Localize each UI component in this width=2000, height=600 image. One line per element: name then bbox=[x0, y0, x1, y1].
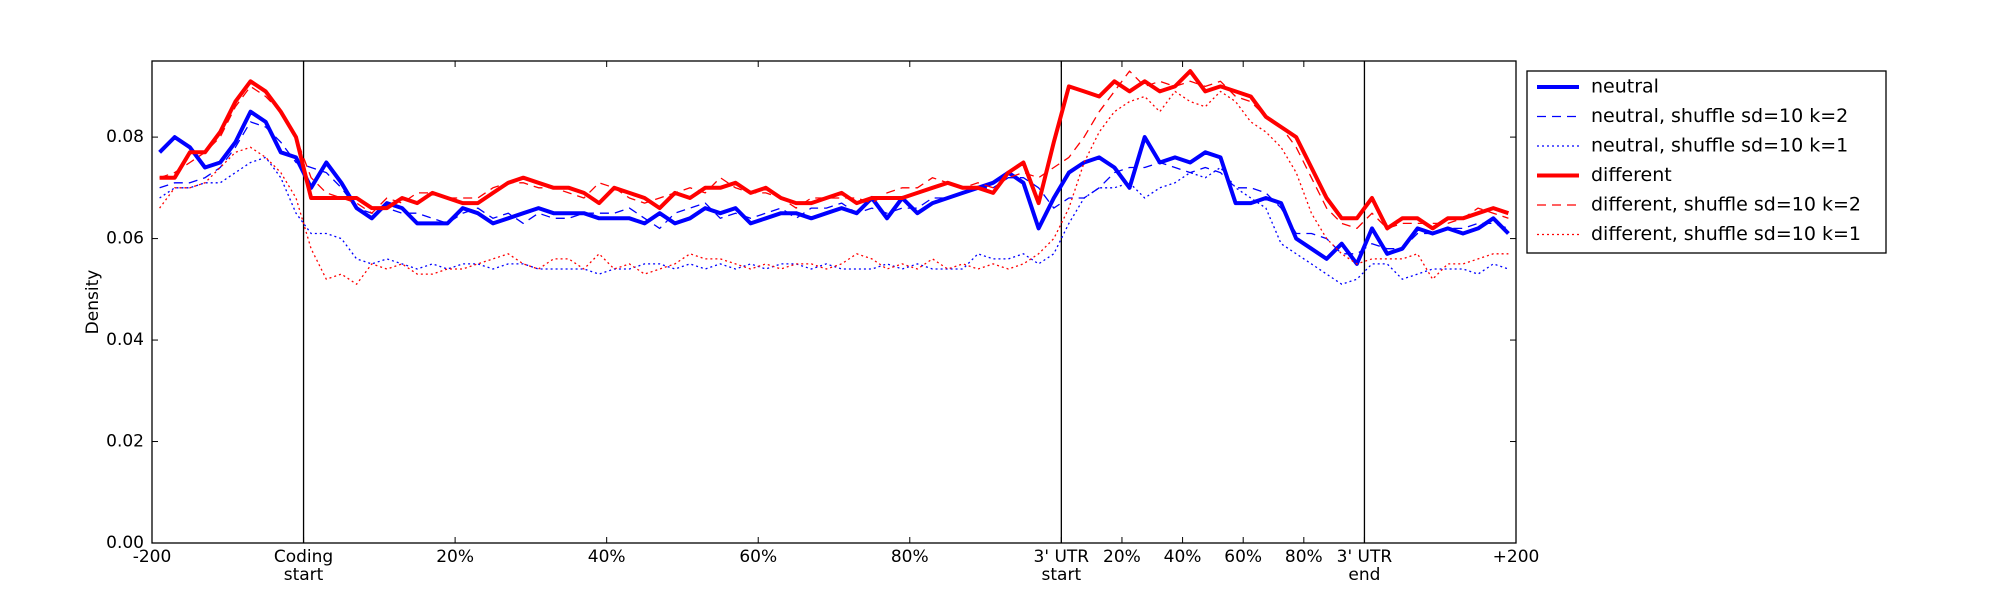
x-tick-label: +200 bbox=[1492, 547, 1540, 567]
series-line bbox=[158, 109, 1510, 266]
legend-label: different bbox=[1591, 164, 1672, 186]
x-tick-label: 3' UTR end bbox=[1336, 547, 1393, 585]
legend-label: different, shuffle sd=10 k=1 bbox=[1591, 223, 1861, 245]
plot-frame bbox=[151, 60, 1517, 544]
legend-label: neutral bbox=[1591, 76, 1659, 98]
y-tick-label: 0.06 bbox=[106, 229, 144, 249]
legend-box bbox=[1526, 70, 1887, 254]
x-tick-label: 80% bbox=[1284, 547, 1323, 567]
y-tick-label: 0.02 bbox=[106, 432, 144, 452]
series-line bbox=[159, 69, 1510, 231]
x-tick-label: 60% bbox=[1224, 547, 1263, 567]
series-line bbox=[159, 90, 1509, 285]
x-tick-label: Coding start bbox=[273, 547, 334, 585]
x-tick-label: -200 bbox=[132, 547, 172, 567]
x-tick-label: 40% bbox=[1163, 547, 1202, 567]
legend-label: neutral, shuffle sd=10 k=2 bbox=[1591, 105, 1848, 127]
y-tick-label: 0.08 bbox=[106, 127, 144, 147]
legend-label: neutral, shuffle sd=10 k=1 bbox=[1591, 135, 1848, 157]
x-tick-label: 3' UTR start bbox=[1033, 547, 1090, 585]
series-line bbox=[159, 156, 1509, 285]
y-tick-label: 0.00 bbox=[106, 533, 144, 553]
y-tick-label: 0.04 bbox=[106, 330, 144, 350]
x-tick-label: 20% bbox=[436, 547, 474, 567]
series-line bbox=[159, 121, 1509, 255]
x-tick-label: 80% bbox=[890, 547, 929, 567]
x-tick-label: 60% bbox=[739, 547, 778, 567]
x-tick-label: 20% bbox=[1103, 547, 1141, 567]
x-tick-label: 40% bbox=[587, 547, 626, 567]
legend-label: different, shuffle sd=10 k=2 bbox=[1591, 194, 1861, 216]
series-line bbox=[159, 70, 1509, 230]
y-axis-label: Density bbox=[83, 270, 103, 335]
